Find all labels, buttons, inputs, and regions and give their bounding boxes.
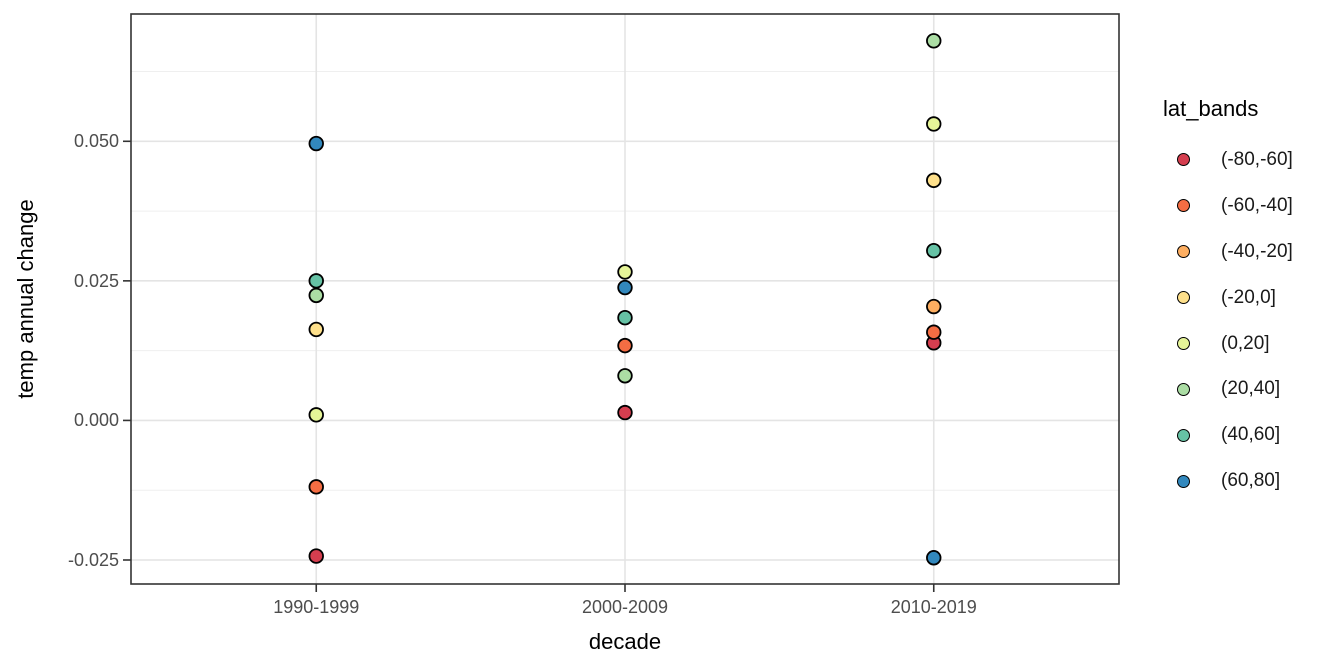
legend-key-circle-icon: [1177, 474, 1190, 488]
data-point: [308, 135, 324, 152]
x-axis-title: decade: [588, 629, 662, 654]
legend-key-circle-icon: [1177, 199, 1190, 213]
data-point: [308, 287, 324, 304]
data-point: [617, 310, 633, 326]
data-point: [926, 243, 942, 259]
legend-item: (40,60]: [1177, 412, 1293, 458]
legend-item: (-20,0]: [1177, 275, 1293, 321]
y-tick-label: -0.025: [67, 549, 119, 570]
y-tick-label: 0.050: [73, 131, 119, 152]
data-point: [617, 279, 633, 296]
data-point: [308, 479, 324, 495]
legend-key-circle-icon: [1177, 153, 1190, 167]
y-tick-label: 0.000: [73, 410, 119, 431]
data-point: [926, 324, 942, 340]
y-tick-label: 0.025: [73, 270, 119, 291]
legend-label: (40,60]: [1221, 424, 1281, 446]
legend-key-circle-icon: [1177, 428, 1190, 442]
legend-item: (20,40]: [1177, 366, 1293, 412]
data-point: [926, 116, 942, 132]
legend-label: (20,40]: [1221, 378, 1281, 400]
legend-title: lat_bands: [1163, 96, 1259, 121]
legend-key-circle-icon: [1177, 337, 1190, 350]
data-point: [926, 550, 942, 566]
data-point: [617, 264, 633, 280]
legend-label: (60,80]: [1221, 470, 1281, 492]
legend-key-circle-icon: [1177, 382, 1190, 396]
x-tick-label: 2000-2009: [581, 597, 669, 617]
legend-label: (-60,-40]: [1221, 194, 1293, 216]
data-point: [926, 298, 942, 315]
x-tick-label: 2010-2019: [890, 597, 977, 617]
legend-label: (-20,0]: [1221, 286, 1276, 308]
data-point: [617, 404, 633, 421]
legend-item: (-60,-40]: [1177, 183, 1293, 229]
data-point: [308, 548, 324, 564]
legend-item: (-80,-60]: [1177, 137, 1293, 183]
data-point: [926, 172, 942, 189]
data-point: [308, 407, 324, 423]
legend-item: (60,80]: [1177, 458, 1293, 504]
legend-key-circle-icon: [1177, 291, 1190, 305]
legend: lat_bands (-80,-60] (-60,-40] (-40,-20] (-2…: [1163, 96, 1293, 491]
legend-label: (0,20]: [1221, 332, 1270, 354]
legend-item: (-40,-20]: [1177, 229, 1293, 275]
legend-label: (-80,-60]: [1221, 148, 1293, 170]
data-point: [308, 273, 324, 289]
legend-key-circle-icon: [1177, 245, 1190, 259]
data-point: [617, 337, 633, 354]
x-tick-label: 1990-1999: [273, 597, 360, 617]
legend-items: (-80,-60] (-60,-40] (-40,-20] (-20,0] (0,20]…: [1177, 137, 1293, 504]
legend-item: (0,20]: [1177, 321, 1293, 367]
data-point: [926, 33, 942, 49]
data-point: [617, 368, 633, 384]
data-point: [308, 321, 324, 338]
y-axis-title: temp annual change: [13, 199, 38, 399]
legend-label: (-40,-20]: [1221, 240, 1293, 262]
